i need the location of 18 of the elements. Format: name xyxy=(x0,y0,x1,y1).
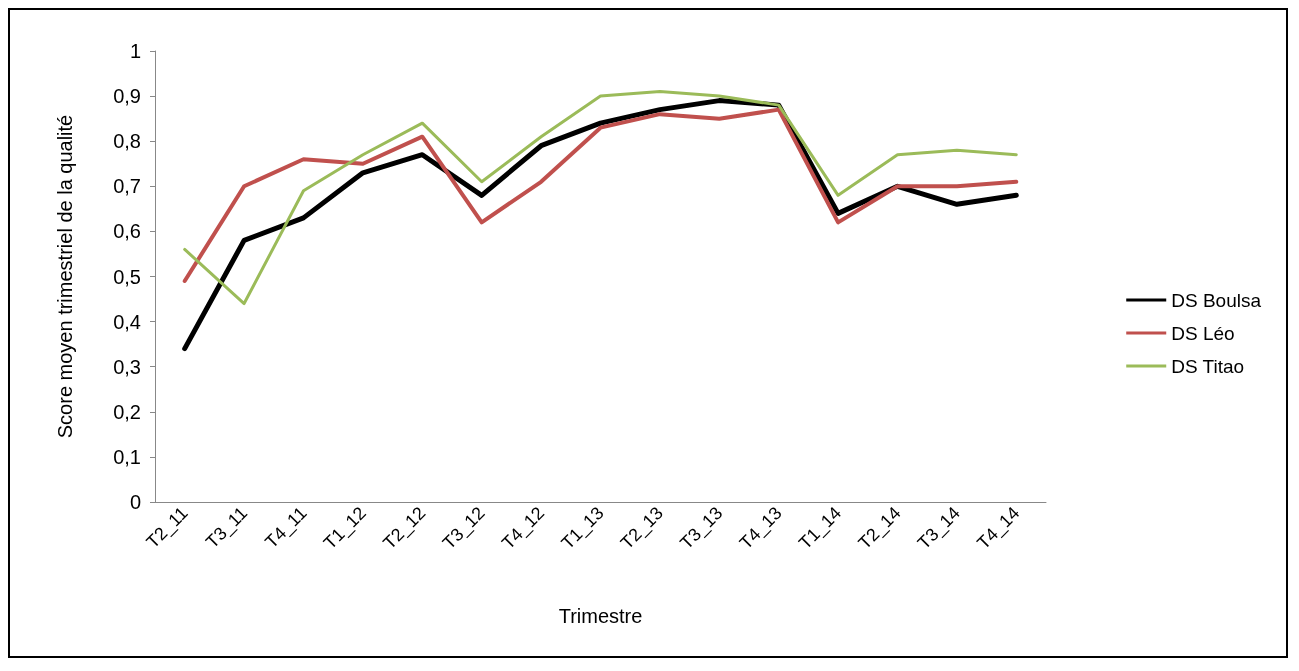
y-tick-label: 0,6 xyxy=(113,220,141,243)
y-tick-label: 0,4 xyxy=(113,310,141,333)
y-tick-label: 0 xyxy=(129,491,141,513)
y-tick-label: 0,9 xyxy=(113,85,141,108)
legend-label: DS Léo xyxy=(1171,322,1235,344)
y-tick-label: 0,7 xyxy=(113,175,141,198)
y-tick-label: 1 xyxy=(129,40,141,62)
y-tick-label: 0,3 xyxy=(113,355,141,378)
x-axis-title: Trimestre xyxy=(558,605,643,627)
line-series xyxy=(182,107,1019,284)
legend-label: DS Titao xyxy=(1171,355,1245,377)
y-tick-label: 0,2 xyxy=(113,400,141,423)
y-tick-label: 0,8 xyxy=(113,130,141,153)
line-series xyxy=(183,90,1018,306)
legend-label: DS Boulsa xyxy=(1171,289,1262,311)
y-axis-title: Score moyen trimestriel de la qualité xyxy=(54,114,76,439)
y-tick-label: 0,1 xyxy=(113,445,141,468)
y-tick-label: 0,5 xyxy=(113,265,141,288)
